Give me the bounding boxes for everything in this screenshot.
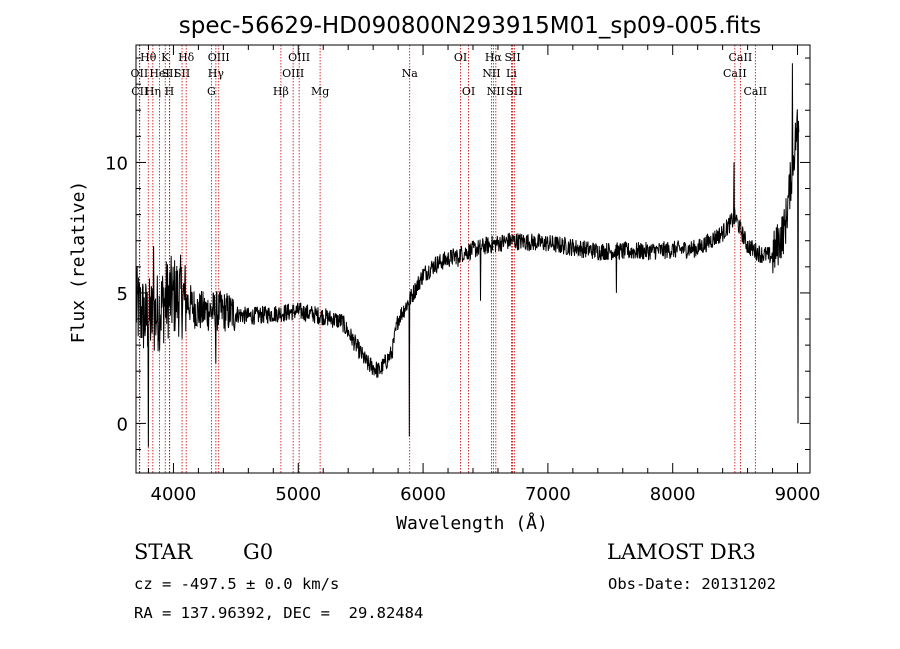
spectral-line-label: OIII [208, 51, 230, 64]
y-axis-label: Flux (relative) [68, 181, 89, 344]
spectral-line-label: OI [462, 85, 475, 98]
spectral-line-label: OIII [288, 51, 310, 64]
object-class: STAR [134, 540, 193, 564]
spectral-line-label: HeI [149, 67, 169, 80]
spectral-line-label: CII [131, 85, 148, 98]
spectral-line-label: OI [454, 51, 467, 64]
spectral-line-label: Hη [145, 85, 161, 98]
spectral-line-label: CaII [723, 67, 747, 80]
spectral-line-label: Hδ [178, 51, 195, 64]
observation-date: Obs-Date: 20131202 [608, 575, 776, 593]
spectral-line-label: G [207, 85, 216, 98]
spectral-line-label: SII [162, 67, 178, 80]
spectral-line-label: Na [402, 67, 419, 80]
spectral-line-label: NII [487, 85, 505, 98]
spectral-line-label: CaII [743, 85, 767, 98]
axis-ticks: 4000 5000 6000 7000 8000 9000 0 5 10 [105, 45, 820, 505]
spectral-line-label: Li [506, 67, 517, 80]
y-tick-label: 10 [105, 153, 128, 174]
spectral-line-label: CaII [729, 51, 753, 64]
spectral-line-label: K [161, 51, 170, 64]
x-tick-label: 4000 [151, 484, 197, 505]
x-tick-label: 6000 [400, 484, 446, 505]
chart-title: spec-56629-HD090800N293915M01_sp09-005.f… [179, 13, 761, 39]
x-tick-label: 5000 [275, 484, 321, 505]
spectral-line-label: SII [506, 85, 522, 98]
spectrum-line [135, 63, 800, 447]
spectral-line-label: SII [504, 51, 520, 64]
spectral-line-label: H [165, 85, 175, 98]
spectral-line-label: NII [482, 67, 500, 80]
spectral-line-markers [138, 45, 756, 473]
survey-name: LAMOST DR3 [607, 540, 756, 564]
spectral-line-label: OII [131, 67, 149, 80]
y-tick-label: 0 [117, 414, 128, 435]
x-tick-label: 8000 [650, 484, 696, 505]
spectral-line-label: Mg [311, 85, 329, 98]
spectral-line-label: SII [174, 67, 190, 80]
coordinates: RA = 137.96392, DEC = 29.82484 [134, 604, 424, 622]
spectral-line-label: OIII [282, 67, 304, 80]
spectral-line-label: Hθ [140, 51, 157, 64]
spectral-subclass: G0 [243, 540, 274, 564]
x-axis-label: Wavelength (Å) [396, 512, 548, 534]
plot-frame [135, 44, 811, 474]
x-tick-label: 7000 [525, 484, 571, 505]
spectral-line-label: Hγ [208, 67, 225, 80]
x-tick-label: 9000 [775, 484, 821, 505]
redshift-velocity: cz = -497.5 ± 0.0 km/s [134, 575, 340, 593]
spectral-line-label: Hβ [273, 85, 289, 98]
spectral-line-label: Hα [485, 51, 503, 64]
y-tick-label: 5 [117, 284, 128, 305]
